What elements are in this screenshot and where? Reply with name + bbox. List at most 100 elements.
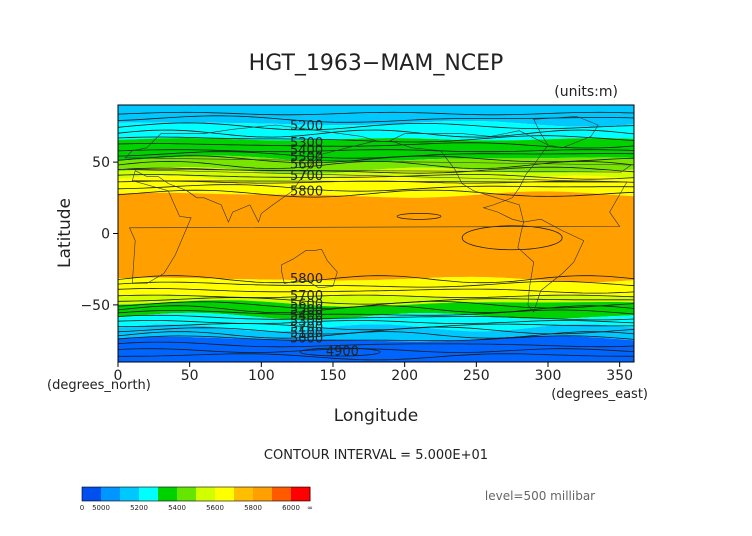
colorbar-tick-label: 5600 [206,504,224,512]
colorbar-swatch [139,487,159,501]
contour-line [118,341,634,348]
plot-area: 5200530054005500560057005800580057005600… [117,104,635,363]
colorbar-swatch [215,487,235,501]
colorbar-swatch [272,487,292,501]
x-tick-label: 100 [248,368,275,384]
coastline [129,180,628,284]
coastline [281,248,338,289]
contour-label: 5700 [290,289,323,304]
colorbar: 0 5000 5200 5400 5600 5800 6000 ∞ [80,486,313,512]
colorbar-tick-label: 5800 [244,504,262,512]
contour-label: 5300 [290,136,323,151]
chart-title: HGT_1963−MAM_NCEP [249,51,504,76]
contour-label: 5200 [290,320,323,335]
contour-label: 5400 [290,143,323,158]
color-band [118,312,634,332]
x-tick-label: 150 [320,368,347,384]
contour-label: 4900 [326,345,359,360]
contour-line [118,287,634,294]
contour-label: 5600 [290,158,323,173]
colorbar-swatch [158,487,178,501]
contour-label: 5400 [290,309,323,324]
y-unit-label: (degrees_north) [47,378,151,393]
y-tick-label: 0 [101,227,110,243]
color-band [118,324,634,342]
contour-line [118,135,634,143]
x-axis-label: Longitude [334,406,419,426]
contour-line [118,184,634,192]
contour-label: 5300 [290,315,323,330]
colorbar-swatch [177,487,197,501]
contour-line [118,309,634,316]
y-tick-label: −50 [80,298,110,314]
contour-line [118,129,634,138]
color-band [118,295,634,307]
contour-line [118,149,634,153]
contour-line [118,189,634,198]
level-text: level=500 millibar [485,489,595,503]
contour-line [396,212,442,220]
contour-line [461,225,563,251]
contour-line [118,294,634,298]
colorbar-swatch [101,487,121,501]
contour-line [118,320,634,325]
contour-label: 5700 [290,169,323,184]
contour-label: 5100 [290,326,323,341]
color-band [118,300,634,320]
colorbar-swatch [120,487,140,501]
contour-line [118,335,634,342]
contour-line [118,275,634,284]
y-axis-ticks: 50 0 −50 [80,155,118,314]
colorbar-frame [81,486,311,502]
colorbar-swatch [82,487,102,501]
x-tick-label: 50 [181,368,199,384]
contour-line [118,111,634,116]
contour-line [299,347,381,357]
coastline [118,124,633,223]
contour-label: 5800 [290,272,323,287]
contour-interval-text: CONTOUR INTERVAL = 5.000E+01 [264,448,488,463]
color-band [118,191,634,283]
colorbar-swatch [196,487,216,501]
contour-line [118,323,634,331]
x-tick-label: 0 [114,368,123,384]
contour-line [118,122,634,131]
color-band [118,105,634,127]
contour-line [118,281,634,288]
coastline [517,218,585,313]
contour-line [118,151,634,159]
x-axis-ticks: 0 50 100 150 200 250 300 350 [114,362,633,384]
contour-line [118,297,634,305]
colorbar-swatch [291,487,311,501]
y-axis-label: Latitude [55,198,75,268]
contour-line [118,353,634,361]
x-tick-label: 350 [606,368,633,384]
contour-label: 5500 [290,303,323,318]
contour-line [118,142,634,149]
colorbar-swatch [234,487,254,501]
contour-line [118,305,634,314]
contour-line [118,314,634,321]
colorbar-swatch [253,487,273,501]
colorbar-tick-label: 6000 [282,504,300,512]
contour-line [118,174,634,180]
color-band [118,175,634,198]
x-tick-label: 200 [391,368,418,384]
contour-label: 5800 [290,185,323,200]
coastline [533,116,599,149]
contour-label: 5500 [290,150,323,165]
contour-label: 5000 [290,332,323,347]
colorbar-tick-label: ∞ [307,504,313,512]
contour-line [118,348,634,353]
x-tick-label: 250 [463,368,490,384]
x-tick-label: 300 [535,368,562,384]
y-tick-label: 50 [92,155,110,171]
x-unit-label: (degrees_east) [551,387,648,402]
colorbar-tick-label: 5200 [130,504,148,512]
units-label: (units:m) [554,84,618,100]
contour-label: 5200 [290,119,323,134]
contour-line [118,331,634,339]
colorbar-tick-label: 5000 [92,504,110,512]
coastline [389,130,549,223]
